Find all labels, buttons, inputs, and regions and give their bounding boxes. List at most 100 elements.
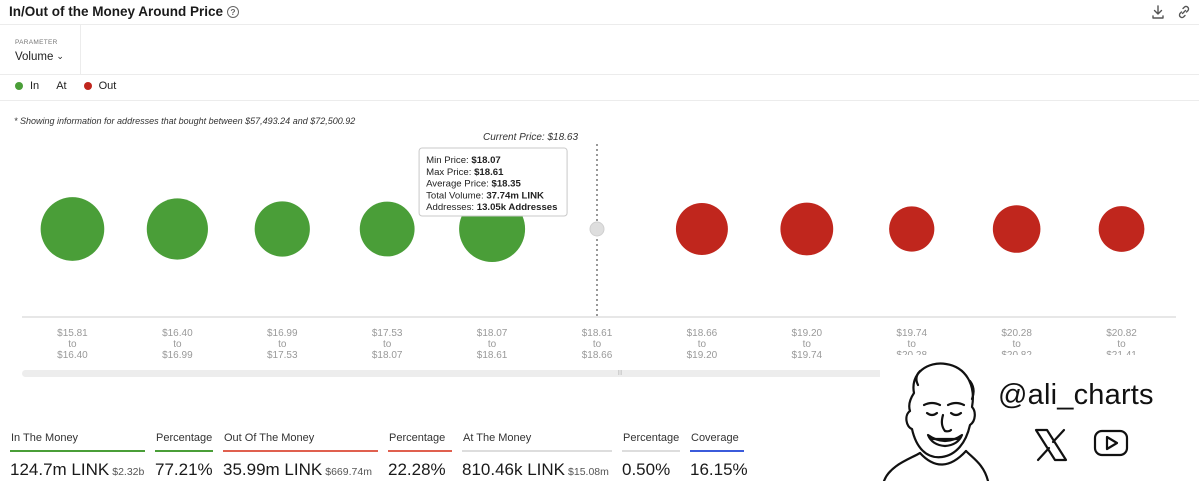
- tick-label-from: $18.61: [582, 328, 613, 339]
- tooltip-row: Max Price: $18.61: [426, 167, 504, 178]
- tick-label-from: $15.81: [57, 328, 88, 339]
- tick-label-to-word: to: [1117, 339, 1126, 350]
- stat-value-sub: $669.74m: [325, 466, 372, 478]
- stat-value: 35.99m LINK $669.74m: [223, 460, 378, 480]
- stat-in-the-money: In The Money 124.7m LINK $2.32b: [10, 432, 145, 480]
- stat-value: 16.15%: [690, 460, 748, 479]
- stat-underline: [388, 450, 452, 452]
- stat-at-percentage: Percentage 0.50%: [622, 432, 680, 480]
- parameter-value: Volume: [15, 51, 54, 63]
- current-price-label: Current Price: $18.63: [483, 132, 578, 143]
- stat-coverage: Coverage 16.15%: [690, 432, 748, 480]
- stat-label: Percentage: [156, 432, 213, 444]
- stat-value: 22.28%: [388, 460, 446, 479]
- cartoon-portrait-icon: [882, 362, 990, 481]
- watermark-handle: @ali_charts: [998, 379, 1154, 411]
- tick-label-to-word: to: [173, 339, 182, 350]
- tick-label-from: $20.82: [1106, 328, 1137, 339]
- tick-label-from: $16.40: [162, 328, 193, 339]
- youtube-icon: [1093, 429, 1129, 457]
- stat-at-the-money: At The Money 810.46k LINK $15.08m: [462, 432, 612, 480]
- tick-label-from: $16.99: [267, 328, 298, 339]
- legend: In At Out: [15, 80, 133, 92]
- tick-label-from: $17.53: [372, 328, 403, 339]
- stat-label: Percentage: [623, 432, 680, 444]
- address-range-note: * Showing information for addresses that…: [14, 116, 356, 126]
- tick-label-to: $17.53: [267, 350, 298, 361]
- bubble-in-3: [359, 201, 415, 257]
- tooltip-row: Addresses: 13.05k Addresses: [426, 202, 557, 213]
- link-icon[interactable]: [1176, 4, 1192, 20]
- tick-label-to-word: to: [1012, 339, 1021, 350]
- stat-value-sub: $15.08m: [568, 466, 609, 478]
- legend-dot-out: [83, 82, 92, 90]
- tooltip-row: Min Price: $18.07: [426, 155, 501, 166]
- tooltip-row: Total Volume: 37.74m LINK: [426, 190, 544, 201]
- bubble-in-2: [254, 201, 310, 257]
- parameter-dropdown[interactable]: Volume ⌄: [15, 51, 64, 63]
- bubble-at-5: [589, 221, 605, 237]
- chart-scrollbar[interactable]: |||: [22, 370, 1176, 377]
- stat-label: Out Of The Money: [224, 432, 315, 444]
- tick-label-from: $19.20: [792, 328, 823, 339]
- tick-label-to-word: to: [68, 339, 77, 350]
- legend-divider: [0, 100, 1199, 101]
- stat-label: Percentage: [389, 432, 446, 444]
- summary-stats: In The Money 124.7m LINK $2.32b Percentag…: [0, 432, 1199, 481]
- bubble-in-0: [40, 197, 105, 261]
- watermark: @ali_charts: [880, 355, 1199, 481]
- legend-item-at[interactable]: At: [56, 80, 66, 92]
- tick-label-to: $16.99: [162, 350, 193, 361]
- scroll-handle[interactable]: |||: [618, 370, 622, 376]
- tick-label-to-word: to: [383, 339, 392, 350]
- tick-label-to-word: to: [593, 339, 602, 350]
- header-divider: [0, 24, 1199, 25]
- stat-value-main: 810.46k LINK: [462, 460, 566, 479]
- bubble-out-8: [889, 206, 935, 252]
- stat-value: 77.21%: [155, 460, 213, 479]
- parameter-selector[interactable]: PARAMETER Volume ⌄: [0, 24, 81, 74]
- stat-underline: [690, 450, 744, 452]
- legend-dot-in: [15, 82, 23, 90]
- page-title: In/Out of the Money Around Price?: [9, 4, 240, 19]
- stat-value-main: 35.99m LINK: [223, 460, 323, 479]
- tick-label-to: $19.74: [792, 350, 823, 361]
- tick-label-to: $18.61: [477, 350, 508, 361]
- tick-label-to-word: to: [803, 339, 812, 350]
- bubble-out-6: [675, 203, 728, 255]
- page-title-text: In/Out of the Money Around Price: [9, 4, 224, 19]
- stat-underline: [622, 450, 680, 452]
- tick-label-to-word: to: [698, 339, 707, 350]
- stat-out-percentage: Percentage 22.28%: [388, 432, 452, 480]
- legend-item-out[interactable]: Out: [83, 80, 117, 92]
- stat-out-of-the-money: Out Of The Money 35.99m LINK $669.74m: [223, 432, 378, 480]
- stat-in-percentage: Percentage 77.21%: [155, 432, 213, 480]
- stat-value-main: 124.7m LINK: [10, 460, 110, 479]
- legend-item-in[interactable]: In: [15, 80, 39, 92]
- bubble-out-9: [992, 205, 1041, 253]
- x-logo-icon: [1034, 428, 1068, 462]
- download-icon[interactable]: [1150, 4, 1166, 20]
- tick-label-to: $18.66: [582, 350, 613, 361]
- stat-value: 0.50%: [622, 460, 671, 479]
- stat-underline: [155, 450, 213, 452]
- tooltip-box: [418, 147, 568, 217]
- question-circle-icon[interactable]: ?: [227, 6, 240, 18]
- money-chart: Current Price: $18.63$15.81to$16.40$16.4…: [22, 132, 1176, 361]
- tick-label-to-word: to: [488, 339, 497, 350]
- tick-label-to: $19.20: [687, 350, 718, 361]
- bubble-in-1: [146, 198, 208, 260]
- stat-underline: [462, 450, 612, 452]
- stat-label: Coverage: [691, 432, 739, 444]
- stat-label: At The Money: [463, 432, 532, 444]
- stat-value: 124.7m LINK $2.32b: [10, 460, 145, 480]
- tick-label-to-word: to: [908, 339, 917, 350]
- tick-label-from: $20.28: [1001, 328, 1032, 339]
- parameter-label: PARAMETER: [15, 39, 58, 46]
- bubble-out-10: [1098, 206, 1145, 252]
- tick-label-from: $19.74: [896, 328, 927, 339]
- parameter-divider: [0, 74, 1199, 75]
- tick-label-to-word: to: [278, 339, 287, 350]
- stat-label: In The Money: [11, 432, 79, 444]
- legend-label-out: Out: [98, 80, 117, 92]
